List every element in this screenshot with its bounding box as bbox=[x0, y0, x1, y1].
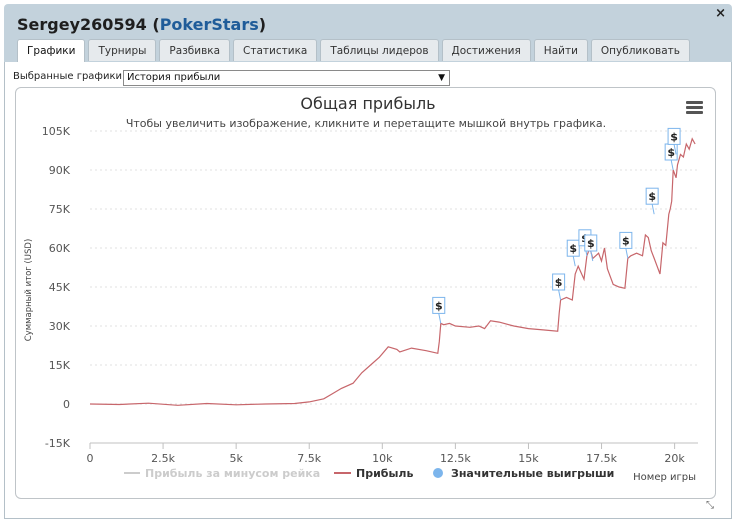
big-win-flag-label: $ bbox=[622, 234, 630, 247]
x-tick-label: 17.5k bbox=[586, 452, 617, 465]
x-tick-label: 2.5k bbox=[151, 452, 175, 465]
chart-selector-label: Выбранные графики: bbox=[13, 71, 126, 82]
big-win-flag bbox=[432, 296, 446, 314]
big-win-flag-label: $ bbox=[569, 242, 577, 255]
tab-charts[interactable]: Графики bbox=[17, 39, 86, 63]
player-name: Sergey260594 bbox=[17, 15, 147, 34]
close-icon[interactable]: × bbox=[715, 6, 726, 21]
big-win-flag-label: $ bbox=[667, 146, 675, 159]
y-tick-label: 45K bbox=[49, 281, 71, 294]
y-axis-title: Суммарный итог (USD) bbox=[24, 239, 34, 342]
tab-tournaments[interactable]: Турниры bbox=[88, 39, 157, 61]
title-paren-open: ( bbox=[152, 15, 160, 34]
big-win-flag bbox=[566, 239, 580, 257]
tab-bar: Графики Турниры Разбивка Статистика Табл… bbox=[17, 39, 690, 63]
big-win-flag-label: $ bbox=[587, 237, 595, 250]
big-win-connector bbox=[673, 144, 677, 155]
big-win-flag bbox=[584, 234, 598, 252]
y-tick-label: 0 bbox=[63, 398, 70, 411]
tab-achievements[interactable]: Достижения bbox=[441, 39, 531, 61]
chart-container bbox=[15, 87, 716, 499]
big-win-flag-label: $ bbox=[555, 276, 563, 289]
y-tick-label: 105K bbox=[42, 125, 71, 138]
big-win-connector bbox=[670, 159, 674, 171]
big-win-flag bbox=[619, 231, 633, 249]
tab-leaderboards[interactable]: Таблицы лидеров bbox=[320, 39, 439, 61]
chevron-down-icon: ▼ bbox=[438, 73, 445, 83]
chart-title: Общая прибыль bbox=[300, 94, 436, 113]
big-win-connector bbox=[438, 313, 442, 324]
x-tick-label: 0 bbox=[87, 452, 94, 465]
chart-subtitle: Чтобы увеличить изображение, кликните и … bbox=[125, 117, 607, 130]
big-win-flag-label: $ bbox=[670, 130, 678, 143]
x-tick-label: 7.5k bbox=[297, 452, 321, 465]
big-win-connector bbox=[572, 256, 576, 267]
chart-selector[interactable]: История прибыли ▼ bbox=[123, 70, 450, 86]
x-tick-label: 15k bbox=[518, 452, 539, 465]
big-win-connector bbox=[625, 248, 629, 259]
tab-statistics[interactable]: Статистика bbox=[233, 39, 318, 61]
y-tick-label: 15K bbox=[49, 359, 71, 372]
big-win-flag bbox=[645, 187, 659, 205]
legend-profit-label: Прибыль bbox=[356, 467, 413, 480]
chart-selector-value: История прибыли bbox=[127, 72, 221, 83]
y-tick-label: 30K bbox=[49, 320, 71, 333]
tab-publish[interactable]: Опубликовать bbox=[590, 39, 690, 61]
profit-line bbox=[89, 137, 696, 406]
big-win-flag bbox=[552, 273, 566, 291]
x-tick-label: 20k bbox=[664, 452, 685, 465]
big-win-flag bbox=[667, 127, 681, 145]
title-paren-close: ) bbox=[258, 15, 267, 34]
legend-big-wins-swatch bbox=[433, 468, 443, 478]
big-win-flag-label: $ bbox=[648, 190, 656, 203]
window-title: Sergey260594 (PokerStars) bbox=[17, 15, 266, 34]
legend-rake-free-label: Прибыль за минусом рейка bbox=[145, 467, 320, 480]
legend-big-wins-label: Значительные выигрыши bbox=[451, 467, 614, 480]
tab-breakdown[interactable]: Разбивка bbox=[159, 39, 231, 61]
x-tick-label: 12.5k bbox=[440, 452, 471, 465]
y-tick-label: -15K bbox=[45, 437, 71, 450]
x-tick-label: 5k bbox=[229, 452, 243, 465]
site-link[interactable]: PokerStars bbox=[159, 15, 259, 34]
big-win-connector bbox=[590, 250, 594, 262]
big-win-connector bbox=[651, 204, 655, 215]
big-win-flag-label: $ bbox=[435, 299, 443, 312]
resize-handle-icon[interactable]: ⤡ bbox=[706, 500, 714, 511]
tab-find[interactable]: Найти bbox=[533, 39, 588, 61]
y-tick-label: 75K bbox=[49, 203, 71, 216]
y-tick-label: 60K bbox=[49, 242, 71, 255]
x-tick-label: 10k bbox=[372, 452, 393, 465]
y-tick-label: 90K bbox=[49, 164, 71, 177]
menu-icon[interactable] bbox=[686, 101, 703, 115]
x-axis-title: Номер игры bbox=[633, 472, 696, 483]
big-win-connector bbox=[558, 289, 562, 301]
